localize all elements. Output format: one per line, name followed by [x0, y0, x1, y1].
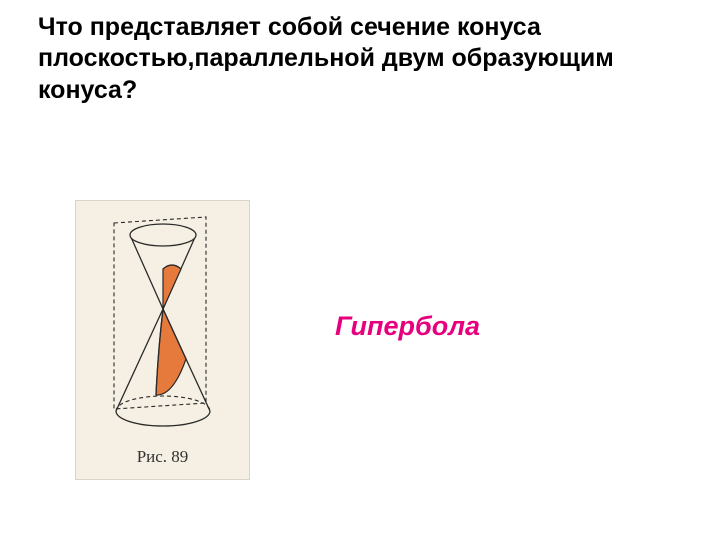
cone-hyperbola-diagram — [86, 211, 241, 436]
figure-caption: Рис. 89 — [76, 447, 249, 467]
answer-text: Гипербола — [335, 310, 515, 342]
figure-panel: Рис. 89 — [75, 200, 250, 480]
question-text: Что представляет собой сечение конуса пл… — [38, 12, 678, 106]
